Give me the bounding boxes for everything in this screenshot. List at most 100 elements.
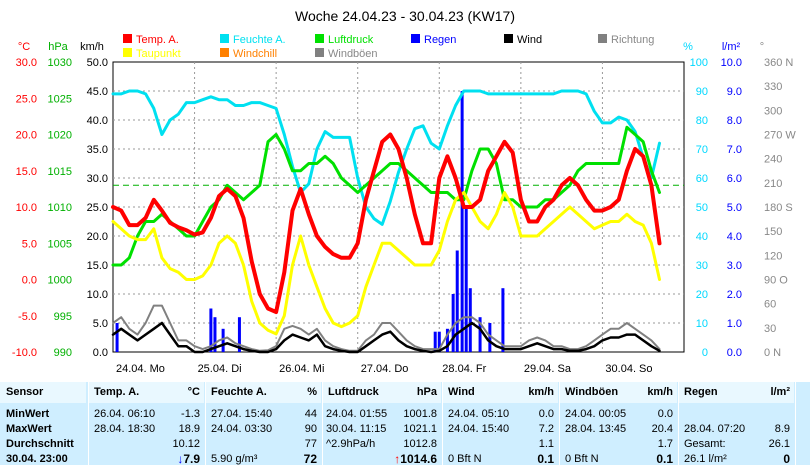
rain-max-value: 8.9 <box>774 423 790 435</box>
gust-min-time: 24.04. 00:05 <box>565 408 627 420</box>
pressure-tick-label: 995 <box>54 311 72 323</box>
direction-axis-label: ° <box>760 41 764 53</box>
x-tick-label: 30.04. So <box>605 363 652 375</box>
rain-tick-label: 7.0 <box>727 144 742 156</box>
pressure-tick-label: 1010 <box>48 202 72 214</box>
gust-avg-value: 1.7 <box>657 438 673 450</box>
temp-header-label: Temp. A. <box>94 386 140 398</box>
rain-bar <box>501 288 505 352</box>
wind-max-time: 24.04. 15:40 <box>448 423 510 435</box>
temperature-tick-label: 0.0 <box>22 275 37 287</box>
direction-tick-label: 150 <box>764 226 782 238</box>
rain-bar <box>433 331 437 352</box>
pressure-max-time: 30.04. 11:15 <box>326 423 387 435</box>
legend-swatch-8 <box>315 48 324 57</box>
pressure-max-value: 1021.1 <box>403 423 437 435</box>
humidity-tick-label: 70 <box>696 144 708 156</box>
pressure-tick-label: 1025 <box>48 93 72 105</box>
legend-label-1: Feuchte A. <box>233 34 286 46</box>
direction-tick-label: 210 <box>764 178 782 190</box>
direction-tick-label: 60 <box>764 299 776 311</box>
legend-swatch-1 <box>220 34 229 43</box>
series-line-wind <box>111 321 661 354</box>
x-tick-label: 29.04. Sa <box>524 363 572 375</box>
pressure-min-time: 24.04. 01:55 <box>326 408 388 420</box>
series-line-luftdruck <box>111 125 661 267</box>
direction-tick-label: 240 <box>764 154 782 166</box>
rain-bar <box>460 91 464 352</box>
chart-legend: Temp. A. Feuchte A. Luftdruck Regen Wind Rich… <box>123 34 654 60</box>
humidity-tick-label: 40 <box>696 231 708 243</box>
rain-max-time: 28.04. 07:20 <box>684 423 746 435</box>
stats-pressure-header: Luftdruck hPa <box>323 382 441 403</box>
rain-now-note: 26.1 l/m² <box>684 453 727 465</box>
wind-now-value: 0.1 <box>537 452 554 466</box>
pressure-tick-label: 1005 <box>48 238 72 250</box>
humidity-avg-value: 77 <box>304 438 317 450</box>
direction-tick-label: 360 N <box>764 57 793 69</box>
legend-label-6: Taupunkt <box>136 48 181 60</box>
rain-tick-label: 6.0 <box>727 173 742 185</box>
pressure-header-label: Luftdruck <box>328 386 379 398</box>
row-label-max: MaxWert <box>6 423 52 435</box>
direction-tick-label: 0 N <box>764 347 781 359</box>
legend-label-5: Richtung <box>611 34 654 46</box>
legend-label-0: Temp. A. <box>136 34 179 46</box>
statistics-table: Sensor MinWert MaxWert Durchschnitt 30.0… <box>0 382 810 467</box>
stats-wind-header: Wind km/h <box>443 382 558 403</box>
rain-tick-label: 8.0 <box>727 115 742 127</box>
stats-header-sensor: Sensor <box>0 382 86 403</box>
legend-swatch-6 <box>123 48 132 57</box>
humidity-tick-label: 80 <box>696 115 708 127</box>
pressure-header-unit: hPa <box>416 386 437 398</box>
humidity-header-label: Feuchte A. <box>211 386 267 398</box>
humidity-tick-label: 20 <box>696 289 708 301</box>
trend-up-icon: ↑ <box>394 452 401 466</box>
wind-tick-label: 40.0 <box>87 115 108 127</box>
pressure-min-value: 1001.8 <box>403 408 437 420</box>
wind-axis-label: km/h <box>80 41 104 53</box>
plot-area: 24.04. Mo 25.04. Di 26.04. Mi 27.04. Do 28.0… <box>12 57 796 375</box>
temp-max-value: 18.9 <box>178 423 200 435</box>
wind-avg-value: 1.1 <box>538 438 554 450</box>
gust-header-label: Windböen <box>565 386 619 398</box>
humidity-tick-label: 90 <box>696 86 708 98</box>
gust-min-value: 0.0 <box>657 408 673 420</box>
wind-max-value: 7.2 <box>538 423 554 435</box>
wind-tick-label: 15.0 <box>87 260 108 272</box>
rain-tick-label: 1.0 <box>727 318 742 330</box>
rain-tick-label: 10.0 <box>721 57 742 69</box>
pressure-tick-label: 990 <box>54 347 72 359</box>
stats-temp-header: Temp. A. °C <box>89 382 204 403</box>
rain-tick-label: 3.0 <box>727 260 742 272</box>
weather-chart: Woche 24.04.23 - 30.04.23 (KW17) Temp. A… <box>11 8 797 375</box>
temperature-tick-label: -10.0 <box>12 347 37 359</box>
x-tick-label: 24.04. Mo <box>116 363 165 375</box>
temperature-tick-label: 30.0 <box>16 57 37 69</box>
humidity-min-value: 44 <box>304 408 317 420</box>
gust-header-unit: km/h <box>647 386 673 398</box>
stats-gust-column: Windböen km/h 24.04. 00:05 0.0 28.04. 13… <box>559 382 677 466</box>
rain-bar <box>451 294 455 352</box>
rain-bar <box>437 331 441 352</box>
temperature-tick-label: 5.0 <box>22 238 37 250</box>
temperature-axis-label: °C <box>18 41 30 53</box>
humidity-max-time: 24.04. 03:30 <box>211 423 273 435</box>
series-line-feuchte-a- <box>111 89 661 226</box>
stats-pressure-column: Luftdruck hPa 24.04. 01:55 1001.8 30.04.… <box>322 382 441 467</box>
temperature-tick-label: 20.0 <box>16 130 37 142</box>
legend-label-7: Windchill <box>233 48 277 60</box>
wind-tick-label: 5.0 <box>93 318 108 330</box>
pressure-now-value: ↑1014.6 <box>394 452 437 467</box>
legend-swatch-5 <box>598 34 607 43</box>
rain-tick-label: 5.0 <box>727 202 742 214</box>
wind-tick-label: 35.0 <box>87 144 108 156</box>
gust-now-note: 0 Bft N <box>565 453 599 465</box>
wind-tick-label: 10.0 <box>87 289 108 301</box>
wind-min-time: 24.04. 05:10 <box>448 408 510 420</box>
legend-swatch-0 <box>123 34 132 43</box>
rain-bar <box>221 328 225 352</box>
humidity-tick-label: 60 <box>696 173 708 185</box>
temp-min-time: 26.04. 06:10 <box>94 408 156 420</box>
rain-bar <box>115 323 119 352</box>
